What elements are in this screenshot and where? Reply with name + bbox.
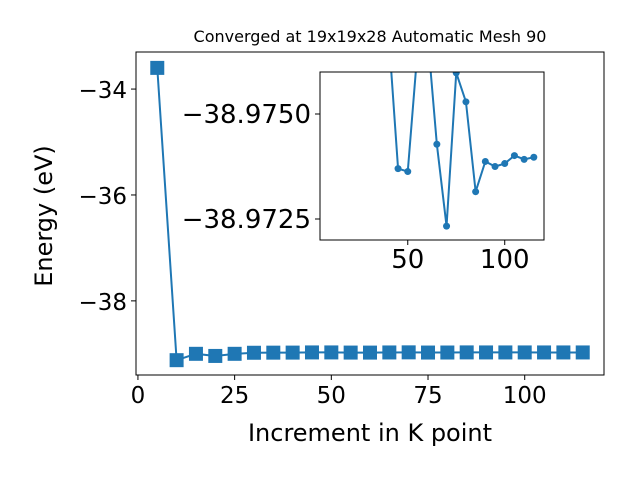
marker — [443, 222, 451, 230]
marker — [394, 165, 402, 173]
x-tick-label: 0 — [131, 383, 146, 409]
plot-area — [390, 72, 538, 230]
series-line — [390, 72, 535, 227]
marker — [459, 345, 474, 360]
marker — [462, 98, 470, 106]
marker — [481, 157, 489, 165]
marker — [266, 345, 281, 360]
marker — [343, 345, 358, 360]
marker — [188, 346, 203, 361]
marker — [440, 345, 455, 360]
x-tick-label: 50 — [391, 245, 424, 275]
y-tick-label: −38.9750 — [182, 100, 311, 130]
y-tick-label: −36 — [78, 184, 127, 210]
y-axis-label: Energy (eV) — [30, 145, 58, 287]
marker — [498, 345, 513, 360]
x-axis-label: Increment in K point — [248, 419, 492, 447]
marker — [491, 163, 499, 170]
x-tick-label: 50 — [317, 383, 346, 409]
inset-bg — [320, 72, 544, 240]
marker — [537, 345, 552, 360]
marker — [510, 152, 518, 160]
marker — [246, 345, 261, 360]
marker — [227, 346, 242, 361]
marker — [452, 72, 460, 77]
plot-area — [150, 60, 590, 368]
x-tick-label: 100 — [503, 383, 547, 409]
marker — [285, 345, 300, 360]
x-tick-label: 75 — [413, 383, 442, 409]
marker — [169, 353, 184, 368]
marker — [520, 155, 528, 163]
x-tick-label: 25 — [220, 383, 249, 409]
marker — [556, 345, 571, 360]
marker — [363, 345, 377, 360]
y-tick-label: −38 — [78, 290, 127, 316]
marker — [150, 60, 165, 75]
x-tick-label: 100 — [480, 245, 530, 275]
marker — [304, 345, 319, 360]
marker — [421, 345, 436, 360]
marker — [472, 188, 480, 196]
marker — [404, 168, 412, 176]
marker — [401, 345, 416, 360]
axes-frame — [135, 51, 605, 376]
marker — [530, 153, 538, 161]
marker — [575, 345, 590, 360]
marker — [479, 345, 494, 360]
axes-frame — [319, 71, 545, 241]
marker — [382, 345, 397, 360]
y-tick-label: −34 — [78, 78, 127, 104]
y-tick-label: −38.9725 — [182, 205, 311, 235]
marker — [433, 140, 441, 148]
marker — [517, 345, 532, 360]
chart-title: Converged at 19x19x28 Automatic Mesh 90 — [194, 27, 547, 46]
marker — [208, 348, 223, 363]
marker — [501, 160, 509, 168]
marker — [324, 345, 339, 360]
